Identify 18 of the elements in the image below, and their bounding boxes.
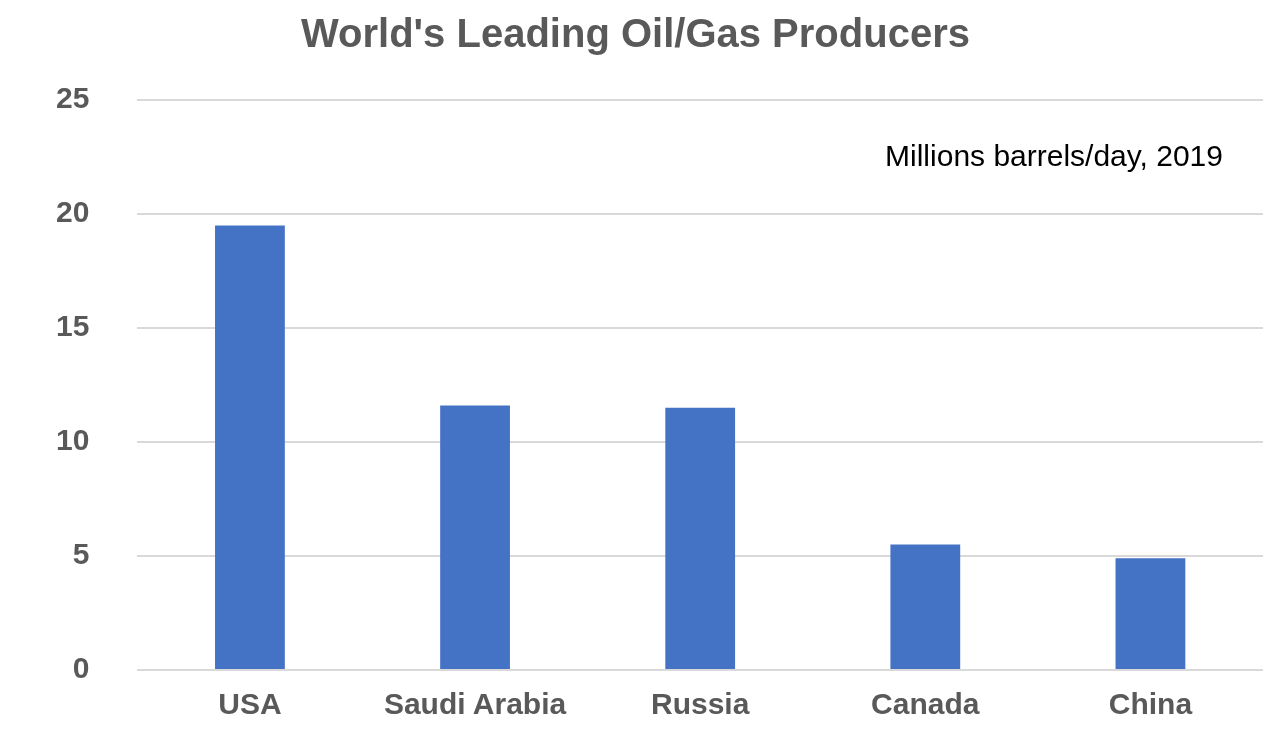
y-tick-label: 0 [72, 651, 90, 685]
x-tick-label: Saudi Arabia [383, 687, 567, 721]
y-tick-label: 25 [55, 81, 90, 115]
x-tick-label: Russia [650, 687, 750, 721]
bar [1115, 558, 1186, 669]
x-tick-label: China [1108, 687, 1193, 721]
bar [890, 544, 961, 669]
y-tick-label: 15 [55, 309, 90, 343]
chart-title: World's Leading Oil/Gas Producers [301, 11, 970, 56]
bar [440, 405, 510, 669]
annotation: Millions barrels/day, 2019 [885, 139, 1223, 173]
y-tick-label: 10 [55, 423, 90, 457]
x-tick-label: USA [218, 687, 282, 721]
y-tick-label: 5 [72, 537, 90, 571]
bar [215, 225, 285, 669]
x-tick-label: Canada [871, 687, 980, 721]
bar [665, 407, 736, 669]
y-tick-label: 20 [55, 195, 90, 229]
